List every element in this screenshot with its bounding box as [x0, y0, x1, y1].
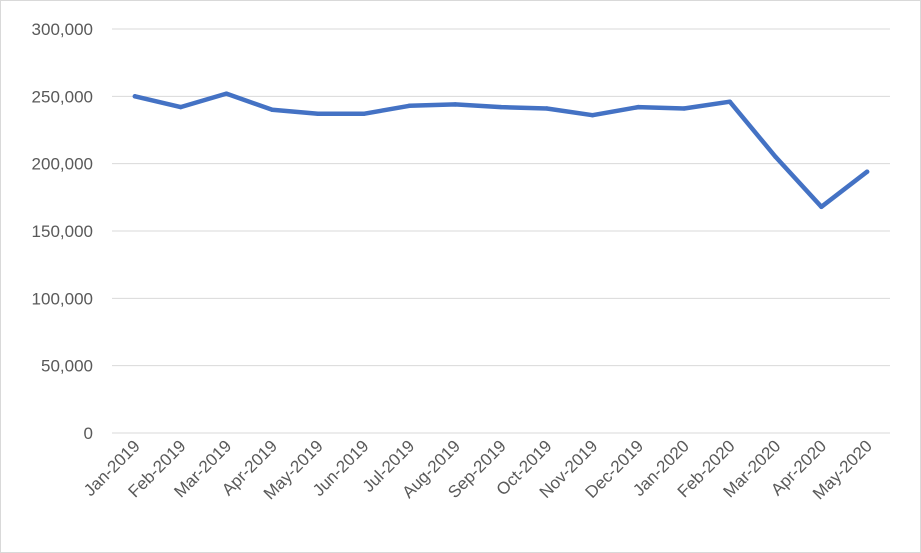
- x-axis-tick-labels: Jan-2019Feb-2019Mar-2019Apr-2019May-2019…: [80, 436, 876, 503]
- data-point: [636, 104, 641, 110]
- y-tick-label: 50,000: [41, 357, 93, 376]
- data-point: [544, 106, 549, 111]
- data-point: [498, 104, 504, 110]
- data-point: [224, 91, 229, 96]
- data-point: [681, 106, 687, 111]
- data-point: [269, 107, 275, 113]
- series-layer: [132, 91, 870, 210]
- data-point: [315, 111, 321, 117]
- data-point: [407, 103, 412, 108]
- y-tick-label: 300,000: [32, 20, 93, 39]
- data-point: [864, 169, 870, 174]
- data-point: [453, 102, 458, 107]
- data-point: [727, 99, 733, 104]
- y-tick-label: 0: [84, 424, 93, 443]
- y-axis-tick-labels: 0 50,000 100,000 150,000 200,000 250,000 300,0…: [32, 20, 93, 443]
- y-tick-label: 250,000: [32, 87, 93, 106]
- data-point: [773, 154, 778, 160]
- series-line: [132, 91, 870, 210]
- gridlines: [112, 28, 890, 434]
- y-tick-label: 200,000: [32, 155, 93, 174]
- data-point: [178, 104, 183, 110]
- data-point: [819, 204, 824, 209]
- data-point: [132, 94, 138, 99]
- y-tick-label: 150,000: [32, 222, 93, 241]
- data-point: [590, 112, 595, 118]
- data-point: [361, 111, 366, 117]
- y-tick-label: 100,000: [32, 289, 93, 308]
